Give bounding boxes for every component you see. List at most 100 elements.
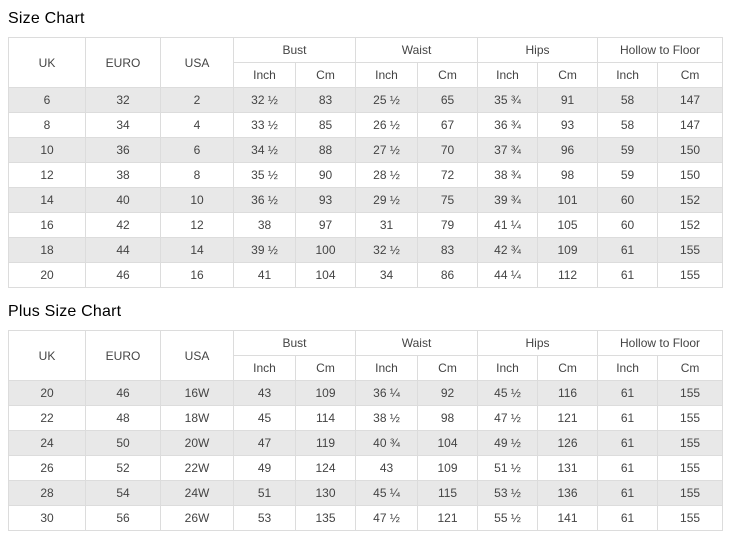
table-cell: 39 ¾ — [477, 187, 539, 213]
table-cell: 41 ¼ — [477, 212, 539, 238]
table-cell: 47 ½ — [355, 505, 419, 531]
table-cell: 96 — [537, 137, 599, 163]
table-row: 14 40 10 36 ½ 93 29 ½ 75 39 ¾ 101 60 152 — [8, 187, 724, 213]
table-cell: 92 — [417, 380, 479, 406]
table-cell: 47 — [233, 430, 296, 456]
table-row: 24 50 20W 47 119 40 ¾ 104 49 ½ 126 61 155 — [8, 430, 724, 456]
table-cell: 32 ½ — [355, 237, 419, 263]
table-cell: 59 — [597, 162, 659, 188]
table-cell: 109 — [417, 455, 479, 481]
header-cell-inch: Inch — [597, 62, 659, 88]
header-cell-cm: Cm — [657, 355, 724, 381]
table-cell: 14 — [160, 237, 234, 263]
table-cell: 12 — [8, 162, 86, 188]
table-cell: 93 — [537, 112, 599, 138]
header-cell-waist: Waist — [355, 330, 479, 356]
table-cell: 4 — [160, 112, 234, 138]
header-cell-cm: Cm — [417, 355, 479, 381]
table-row: 22 48 18W 45 114 38 ½ 98 47 ½ 121 61 155 — [8, 405, 724, 431]
header-cell-hips: Hips — [477, 330, 599, 356]
table-cell: 36 ¾ — [477, 112, 539, 138]
header-cell-inch: Inch — [233, 62, 296, 88]
table-cell: 150 — [657, 162, 724, 188]
header-cell-inch: Inch — [233, 355, 296, 381]
table-cell: 39 ½ — [233, 237, 296, 263]
table-cell: 18 — [8, 237, 86, 263]
table-cell: 14 — [8, 187, 86, 213]
table-cell: 61 — [597, 405, 659, 431]
table-cell: 105 — [537, 212, 599, 238]
table-cell: 37 ¾ — [477, 137, 539, 163]
table-cell: 61 — [597, 505, 659, 531]
table-cell: 32 ½ — [233, 87, 296, 113]
table-cell: 52 — [85, 455, 161, 481]
table-cell: 45 ¼ — [355, 480, 419, 506]
table-cell: 109 — [537, 237, 599, 263]
table-cell: 24 — [8, 430, 86, 456]
table-cell: 38 ½ — [355, 405, 419, 431]
table-cell: 53 — [233, 505, 296, 531]
table-cell: 119 — [294, 430, 357, 456]
table-cell: 155 — [657, 237, 724, 263]
table-cell: 26 ½ — [355, 112, 419, 138]
header-cell-uk: UK — [8, 330, 86, 381]
table-cell: 36 ½ — [233, 187, 296, 213]
table-cell: 61 — [597, 455, 659, 481]
table-cell: 70 — [417, 137, 479, 163]
table-cell: 155 — [657, 405, 724, 431]
table-row: 10 36 6 34 ½ 88 27 ½ 70 37 ¾ 96 59 150 — [8, 137, 724, 163]
header-cell-cm: Cm — [294, 355, 357, 381]
table-cell: 12 — [160, 212, 234, 238]
table-cell: 34 ½ — [233, 137, 296, 163]
table-cell: 85 — [294, 112, 357, 138]
table-cell: 91 — [537, 87, 599, 113]
table-cell: 131 — [537, 455, 599, 481]
header-cell-cm: Cm — [657, 62, 724, 88]
table-cell: 20 — [8, 262, 86, 288]
table-cell: 26 — [8, 455, 86, 481]
table-cell: 35 ¾ — [477, 87, 539, 113]
header-cell-inch: Inch — [355, 62, 419, 88]
table-row: 16 42 12 38 97 31 79 41 ¼ 105 60 152 — [8, 212, 724, 238]
size-chart-table: UK EURO USA Bust Waist Hips Hollow to Floor Inc… — [8, 37, 724, 288]
table-cell: 147 — [657, 112, 724, 138]
table-cell: 61 — [597, 237, 659, 263]
table-cell: 59 — [597, 137, 659, 163]
table-cell: 22 — [8, 405, 86, 431]
table-cell: 28 — [8, 480, 86, 506]
table-cell: 141 — [537, 505, 599, 531]
table-cell: 93 — [294, 187, 357, 213]
table-cell: 155 — [657, 262, 724, 288]
table-cell: 8 — [8, 112, 86, 138]
table-cell: 44 ¼ — [477, 262, 539, 288]
table-cell: 61 — [597, 430, 659, 456]
table-row: 20 46 16 41 104 34 86 44 ¼ 112 61 155 — [8, 262, 724, 288]
table-cell: 121 — [537, 405, 599, 431]
header-cell-cm: Cm — [294, 62, 357, 88]
header-cell-euro: EURO — [85, 330, 161, 381]
table-cell: 45 ½ — [477, 380, 539, 406]
table-cell: 55 ½ — [477, 505, 539, 531]
table-cell: 109 — [294, 380, 357, 406]
table-row: 12 38 8 35 ½ 90 28 ½ 72 38 ¾ 98 59 150 — [8, 162, 724, 188]
header-row-units: Inch Cm Inch Cm Inch Cm Inch Cm — [9, 355, 724, 381]
table-cell: 58 — [597, 112, 659, 138]
table-cell: 88 — [294, 137, 357, 163]
header-cell-bust: Bust — [232, 330, 357, 356]
table-cell: 16 — [160, 262, 234, 288]
table-cell: 42 ¾ — [477, 237, 539, 263]
header-cell-uk: UK — [8, 37, 86, 88]
table-cell: 121 — [417, 505, 479, 531]
header-cell-cm: Cm — [537, 62, 599, 88]
table-cell: 45 — [233, 405, 296, 431]
table-cell: 46 — [85, 380, 161, 406]
table-cell: 51 ½ — [477, 455, 539, 481]
table-cell: 75 — [417, 187, 479, 213]
table-cell: 72 — [417, 162, 479, 188]
table-row: 18 44 14 39 ½ 100 32 ½ 83 42 ¾ 109 61 155 — [8, 237, 724, 263]
table-cell: 53 ½ — [477, 480, 539, 506]
table-cell: 50 — [85, 430, 161, 456]
table-cell: 58 — [597, 87, 659, 113]
header-cell-hollow-to-floor: Hollow to Floor — [597, 330, 724, 356]
header-row-groups: UK EURO USA Bust Waist Hips Hollow to Floor — [8, 37, 724, 88]
